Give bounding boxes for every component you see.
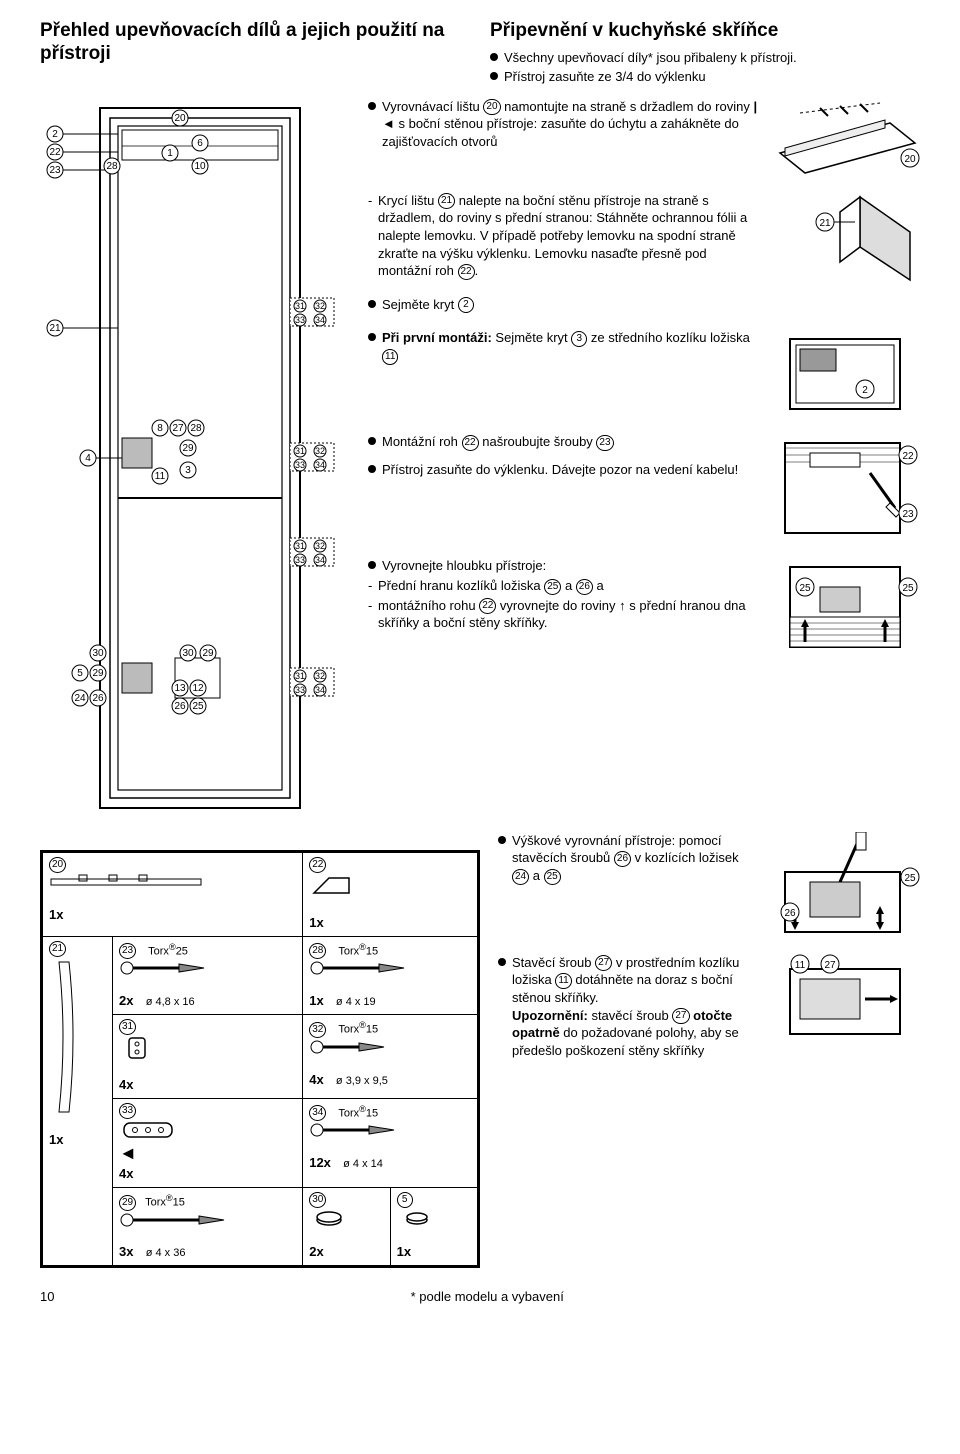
svg-text:25: 25 xyxy=(904,873,916,884)
instr-0: Vyrovnávací lištu 20 namontujte na stran… xyxy=(382,98,760,151)
svg-text:21: 21 xyxy=(49,323,61,334)
svg-text:11: 11 xyxy=(155,471,166,482)
appliance-diagram: 31323334 31323334 31323334 31323334 2 22… xyxy=(40,98,350,818)
svg-text:34: 34 xyxy=(315,460,325,470)
header-bullets: Všechny upevňovací díly* jsou přibaleny … xyxy=(490,49,920,86)
svg-text:31: 31 xyxy=(295,446,305,456)
instr-4-img: 22 23 xyxy=(770,433,920,543)
svg-text:33: 33 xyxy=(295,555,305,565)
svg-text:22: 22 xyxy=(49,147,61,158)
svg-text:2: 2 xyxy=(862,385,868,396)
svg-text:26: 26 xyxy=(784,908,796,919)
instr-5: Přístroj zasuňte do výklenku. Dávejte po… xyxy=(382,461,738,479)
instr-3: Při první montáži: Sejměte kryt 3 ze stř… xyxy=(382,329,760,364)
lower-right-instructions: Výškové vyrovnání přístroje: pomocí stav… xyxy=(498,832,920,1073)
svg-text:32: 32 xyxy=(315,541,325,551)
svg-text:24: 24 xyxy=(74,693,86,704)
svg-text:33: 33 xyxy=(295,685,305,695)
svg-text:31: 31 xyxy=(295,671,305,681)
svg-text:20: 20 xyxy=(904,154,916,165)
svg-text:34: 34 xyxy=(315,315,325,325)
svg-text:22: 22 xyxy=(902,451,914,462)
svg-text:1: 1 xyxy=(167,148,173,159)
svg-text:25: 25 xyxy=(192,701,204,712)
svg-text:2: 2 xyxy=(52,129,58,140)
lower-instr-1: Stavěcí šroub 27 v prostředním kozlíku l… xyxy=(512,954,756,1059)
svg-text:20: 20 xyxy=(174,113,186,124)
footer-note: * podle modelu a vybavení xyxy=(411,1288,564,1306)
instr-6b: montážního rohu 22 vyrovnejte do roviny … xyxy=(378,597,760,632)
header-bullet-0: Všechny upevňovací díly* jsou přibaleny … xyxy=(504,49,797,67)
svg-text:4: 4 xyxy=(85,453,91,464)
page-header: Přehled upevňovacích dílů a jejich použi… xyxy=(40,20,920,88)
left-title: Přehled upevňovacích dílů a jejich použi… xyxy=(40,20,470,66)
svg-text:13: 13 xyxy=(174,683,186,694)
lower-row: 20 1x 22 1x 21 1x 23 Torx®25 xyxy=(40,832,920,1268)
page-number: 10 xyxy=(40,1288,54,1306)
svg-text:32: 32 xyxy=(315,446,325,456)
svg-text:23: 23 xyxy=(902,509,914,520)
svg-text:11: 11 xyxy=(795,960,806,971)
svg-text:33: 33 xyxy=(295,460,305,470)
instr-1-img: 21 xyxy=(770,192,920,282)
svg-text:29: 29 xyxy=(202,648,214,659)
svg-text:27: 27 xyxy=(172,423,184,434)
svg-text:3: 3 xyxy=(185,465,191,476)
svg-text:26: 26 xyxy=(92,693,104,704)
instr-6-img: 25 25 xyxy=(770,557,920,657)
svg-text:29: 29 xyxy=(92,668,104,679)
svg-text:34: 34 xyxy=(315,555,325,565)
lower-instr-0: Výškové vyrovnání přístroje: pomocí stav… xyxy=(512,832,756,885)
svg-text:23: 23 xyxy=(49,165,61,176)
svg-text:28: 28 xyxy=(106,161,118,172)
header-bullet-1: Přístroj zasuňte ze 3/4 do výklenku xyxy=(504,68,706,86)
svg-text:5: 5 xyxy=(77,668,83,679)
main-content: 31323334 31323334 31323334 31323334 2 22… xyxy=(40,98,920,818)
svg-text:25: 25 xyxy=(799,583,811,594)
svg-text:33: 33 xyxy=(295,315,305,325)
svg-text:10: 10 xyxy=(194,161,206,172)
svg-text:12: 12 xyxy=(192,683,204,694)
instr-4: Montážní roh 22 našroubujte šrouby 23 xyxy=(382,433,614,451)
svg-text:8: 8 xyxy=(157,423,163,434)
svg-text:27: 27 xyxy=(824,960,836,971)
svg-text:21: 21 xyxy=(819,218,831,229)
svg-text:32: 32 xyxy=(315,301,325,311)
instr-6a: Přední hranu kozlíků ložiska 25 a 26 a xyxy=(378,577,604,595)
right-instructions: Vyrovnávací lištu 20 namontujte na stran… xyxy=(368,98,920,818)
instr-3-img: 2 xyxy=(770,329,920,419)
right-title: Připevnění v kuchyňské skříňce xyxy=(490,20,920,43)
svg-text:26: 26 xyxy=(174,701,186,712)
instr-1: Krycí lištu 21 nalepte na boční stěnu př… xyxy=(378,192,760,280)
svg-text:30: 30 xyxy=(182,648,194,659)
svg-text:30: 30 xyxy=(92,648,104,659)
lower-instr-0-img: 25 26 xyxy=(770,832,920,942)
lower-instr-1-img: 11 27 xyxy=(770,954,920,1044)
svg-text:25: 25 xyxy=(902,583,914,594)
svg-text:6: 6 xyxy=(197,138,203,149)
svg-text:28: 28 xyxy=(190,423,202,434)
svg-text:31: 31 xyxy=(295,301,305,311)
svg-text:29: 29 xyxy=(182,443,194,454)
parts-table: 20 1x 22 1x 21 1x 23 Torx®25 xyxy=(40,850,480,1268)
left-diagram: 31323334 31323334 31323334 31323334 2 22… xyxy=(40,98,350,818)
svg-text:31: 31 xyxy=(295,541,305,551)
svg-text:32: 32 xyxy=(315,671,325,681)
instr-6: Vyrovnejte hloubku přístroje: xyxy=(382,557,546,575)
instr-2: Sejměte kryt 2 xyxy=(382,296,474,314)
instr-0-img: 20 xyxy=(770,98,920,178)
page-footer: 10 * podle modelu a vybavení xyxy=(40,1288,920,1306)
svg-text:34: 34 xyxy=(315,685,325,695)
